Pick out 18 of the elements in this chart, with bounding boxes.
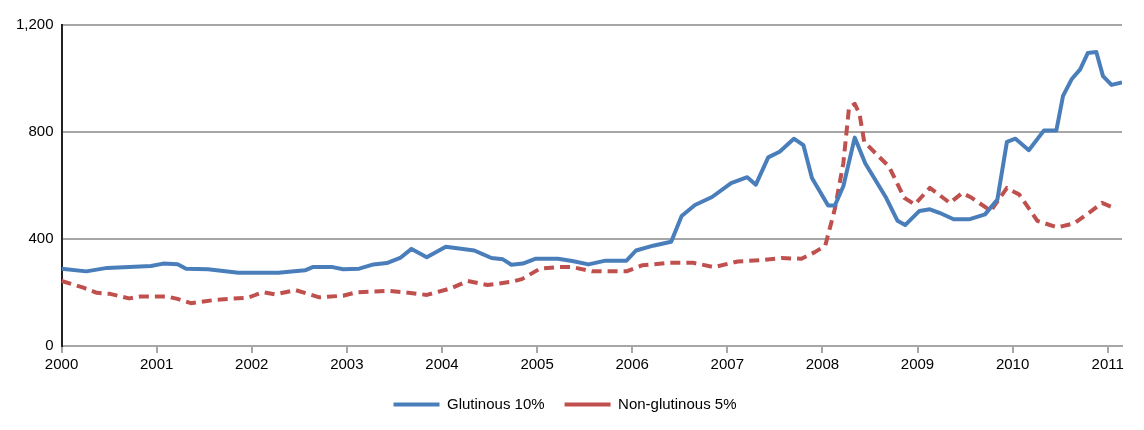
x-tick-label: 2008 [805,355,840,373]
y-tick-label: 0 [45,336,54,354]
x-tick-label: 2006 [615,355,649,373]
x-tick-label: 2011 [1091,355,1124,373]
x-tick-label: 2007 [710,355,744,373]
x-tick-label: 2010 [995,355,1030,373]
x-tick-label: 2000 [44,355,79,373]
x-tick-label: 2002 [235,355,269,373]
y-tick-label: 800 [28,122,54,140]
x-tick-label: 2001 [139,355,174,373]
y-tick-label: 1,200 [15,15,54,33]
x-tick-label: 2004 [425,355,459,373]
legend-label: Non-glutinous 5% [618,394,737,412]
x-tick-label: 2009 [900,355,935,373]
y-tick-label: 400 [28,229,54,247]
x-tick-label: 2005 [520,355,554,373]
legend-label: Glutinous 10% [447,394,545,412]
x-tick-label: 2003 [330,355,364,373]
